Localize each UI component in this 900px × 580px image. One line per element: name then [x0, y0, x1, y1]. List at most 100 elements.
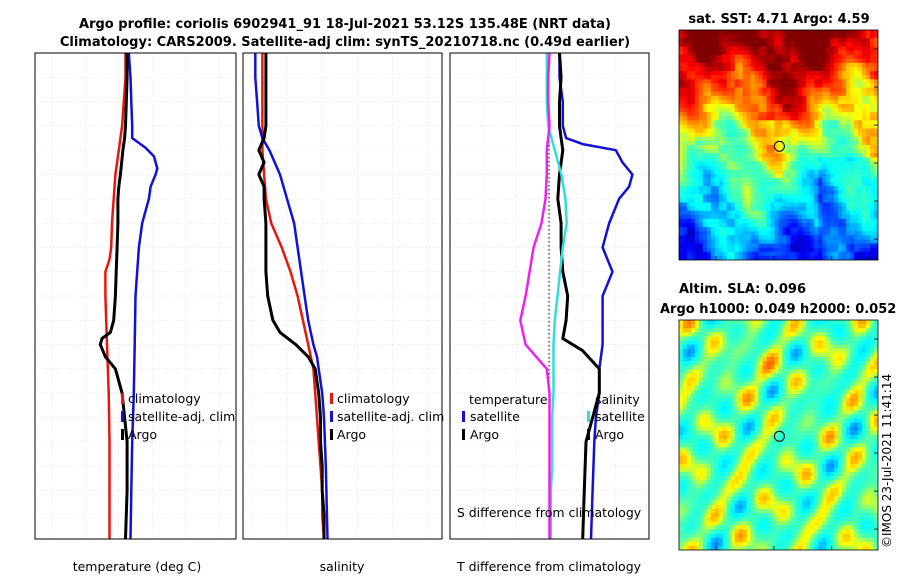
heatmap-cell	[794, 467, 799, 473]
heatmap-cell	[702, 369, 708, 374]
heatmap-cell	[679, 328, 684, 333]
heatmap-cell	[822, 389, 827, 395]
heatmap-cell	[794, 202, 799, 208]
heatmap-cell	[826, 344, 831, 350]
heatmap-cell	[730, 79, 736, 84]
heatmap-cell	[798, 332, 803, 337]
heatmap-cell	[706, 50, 712, 56]
heatmap-cell	[806, 361, 811, 366]
heatmap-cell	[694, 227, 700, 232]
heatmap-cell	[790, 365, 795, 370]
heatmap-cell	[690, 373, 696, 378]
heatmap-cell	[718, 255, 724, 260]
heatmap-cell	[694, 198, 700, 203]
heatmap-cell	[718, 116, 724, 121]
heatmap-cell	[682, 414, 688, 419]
heatmap-cell	[798, 99, 803, 105]
heatmap-cell	[718, 451, 724, 456]
heatmap-cell	[838, 58, 843, 64]
heatmap-cell	[698, 95, 704, 101]
heatmap-cell	[726, 476, 732, 481]
heatmap-cell	[750, 324, 756, 329]
heatmap-cell	[794, 328, 799, 333]
heatmap-cell	[742, 447, 748, 452]
heatmap-cell	[874, 455, 878, 461]
heatmap-cell	[782, 30, 787, 35]
heatmap-cell	[706, 34, 712, 39]
heatmap-cell	[694, 336, 700, 341]
heatmap-cell	[822, 365, 827, 370]
heatmap-cell	[802, 471, 807, 477]
heatmap-cell	[794, 206, 799, 212]
heatmap-cell	[802, 46, 807, 51]
heatmap-cell	[778, 108, 783, 113]
heatmap-cell	[846, 50, 851, 56]
heatmap-cell	[742, 66, 748, 72]
heatmap-cell	[726, 320, 732, 325]
heatmap-cell	[679, 198, 684, 203]
heatmap-cell	[870, 336, 875, 341]
heatmap-cell	[778, 218, 783, 224]
heatmap-cell	[710, 451, 716, 456]
heatmap-cell	[686, 194, 692, 199]
heatmap-cell	[730, 348, 736, 354]
heatmap-cell	[758, 455, 763, 461]
heatmap-cell	[806, 393, 811, 399]
heatmap-cell	[846, 328, 851, 333]
heatmap-cell	[679, 439, 684, 444]
heatmap-cell	[730, 451, 736, 456]
heatmap-cell	[778, 418, 783, 424]
heatmap-cell	[818, 214, 823, 220]
heatmap-cell	[762, 348, 767, 354]
heatmap-cell	[686, 227, 692, 232]
heatmap-cell	[826, 181, 831, 187]
heatmap-cell	[866, 54, 871, 60]
heatmap-cell	[798, 418, 803, 424]
heatmap-cell	[679, 480, 684, 485]
heatmap-cell	[702, 108, 708, 113]
heatmap-cell	[826, 324, 831, 329]
heatmap-cell	[746, 214, 752, 220]
heatmap-cell	[706, 356, 712, 362]
heatmap-cell	[750, 227, 756, 232]
heatmap-cell	[822, 340, 827, 346]
heatmap-cell	[698, 83, 704, 88]
heatmap-cell	[754, 112, 759, 117]
heatmap-cell	[862, 58, 867, 64]
heatmap-cell	[766, 389, 771, 395]
heatmap-cell	[870, 356, 875, 362]
heatmap-cell	[778, 34, 783, 39]
heatmap-cell	[730, 91, 736, 97]
heatmap-cell	[854, 145, 859, 150]
heatmap-cell	[794, 177, 799, 183]
heatmap-cell	[738, 202, 744, 208]
heatmap-cell	[866, 99, 871, 105]
heatmap-cell	[842, 50, 847, 56]
heatmap-cell	[738, 406, 744, 411]
heatmap-cell	[722, 231, 728, 236]
heatmap-cell	[870, 42, 875, 47]
heatmap-cell	[726, 373, 732, 378]
heatmap-cell	[758, 340, 763, 346]
heatmap-cell	[854, 393, 859, 399]
heatmap-cell	[722, 377, 728, 383]
heatmap-cell	[862, 71, 867, 76]
heatmap-cell	[786, 476, 791, 481]
heatmap-cell	[822, 377, 827, 383]
heatmap-cell	[754, 332, 759, 337]
heatmap-cell	[694, 471, 700, 477]
heatmap-cell	[718, 149, 724, 154]
heatmap-cell	[794, 348, 799, 354]
heatmap-cell	[770, 389, 775, 395]
heatmap-cell	[866, 116, 871, 121]
heatmap-cell	[762, 381, 767, 387]
heatmap-cell	[682, 365, 688, 370]
heatmap-cell	[682, 255, 688, 260]
heatmap-cell	[730, 373, 736, 378]
heatmap-cell	[686, 402, 692, 407]
heatmap-cell	[742, 116, 748, 121]
heatmap-cell	[774, 79, 779, 84]
heatmap-cell	[742, 455, 748, 461]
heatmap-cell	[870, 140, 875, 146]
